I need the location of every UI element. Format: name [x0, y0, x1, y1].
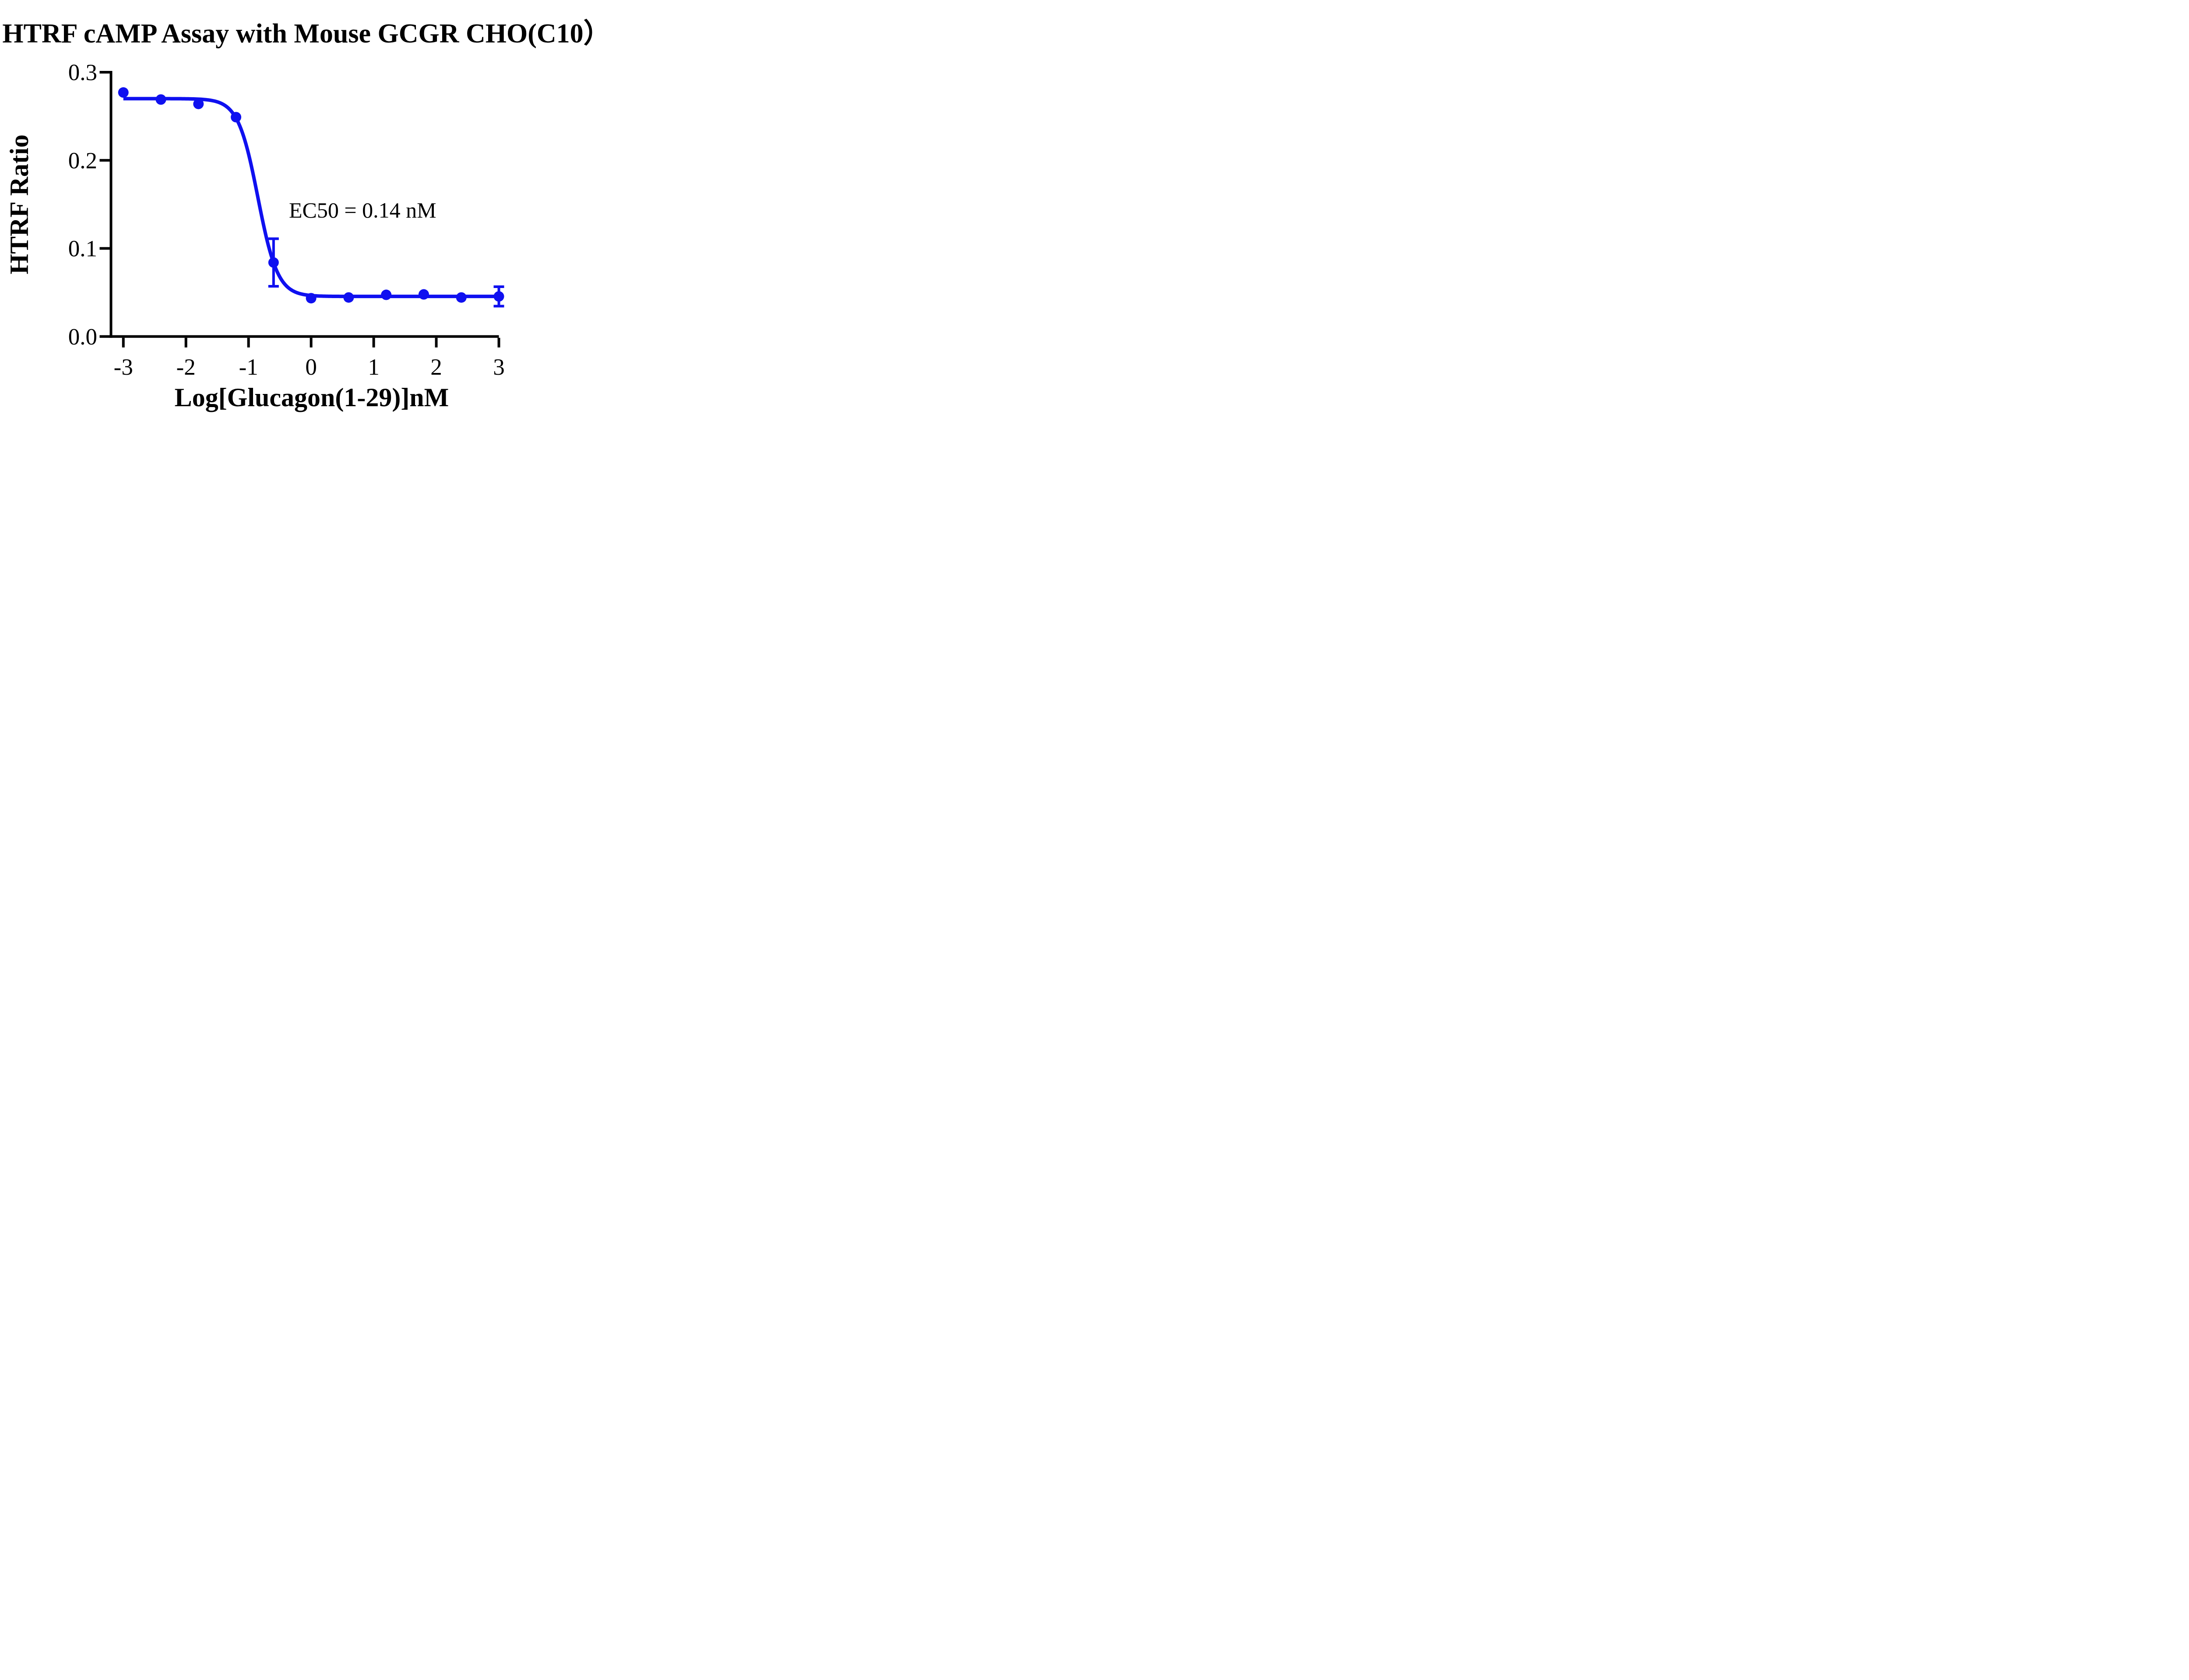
- x-tick-label: -3: [114, 355, 133, 380]
- x-tick-label: 3: [493, 355, 505, 380]
- x-tick-label: -2: [176, 355, 196, 380]
- y-tick-label: 0.1: [68, 236, 97, 262]
- x-tick-label: 1: [368, 355, 380, 380]
- x-tick-label: 2: [430, 355, 442, 380]
- x-axis-label: Log[Glucagon(1-29)]nM: [175, 383, 449, 412]
- data-point: [231, 112, 242, 123]
- data-point: [193, 98, 204, 109]
- chart-figure: HTRF cAMP Assay with Mouse GCGR CHO(C10）…: [0, 0, 609, 420]
- y-tick-label: 0.2: [68, 148, 97, 173]
- y-axis-label: HTRF Ratio: [5, 134, 34, 274]
- axes-layer: 0.0 0.1 0.2 0.3 -3 -2 -1 0 1 2 3: [68, 60, 505, 380]
- data-point: [155, 94, 166, 105]
- y-tick-label: 0.0: [68, 324, 97, 350]
- series-layer: [118, 87, 504, 308]
- data-point: [268, 257, 279, 268]
- data-point: [456, 292, 467, 303]
- data-point: [343, 292, 354, 303]
- data-point: [493, 291, 504, 302]
- data-point: [418, 289, 429, 300]
- data-point: [306, 293, 317, 304]
- y-tick-label: 0.3: [68, 60, 97, 85]
- dose-response-chart: HTRF cAMP Assay with Mouse GCGR CHO(C10）…: [2, 18, 609, 412]
- x-tick-label: 0: [305, 355, 317, 380]
- ec50-annotation: EC50 = 0.14 nM: [289, 198, 436, 222]
- x-tick-label: -1: [239, 355, 258, 380]
- data-point: [381, 289, 392, 300]
- data-point: [118, 87, 129, 98]
- chart-title: HTRF cAMP Assay with Mouse GCGR CHO(C10）: [2, 18, 609, 49]
